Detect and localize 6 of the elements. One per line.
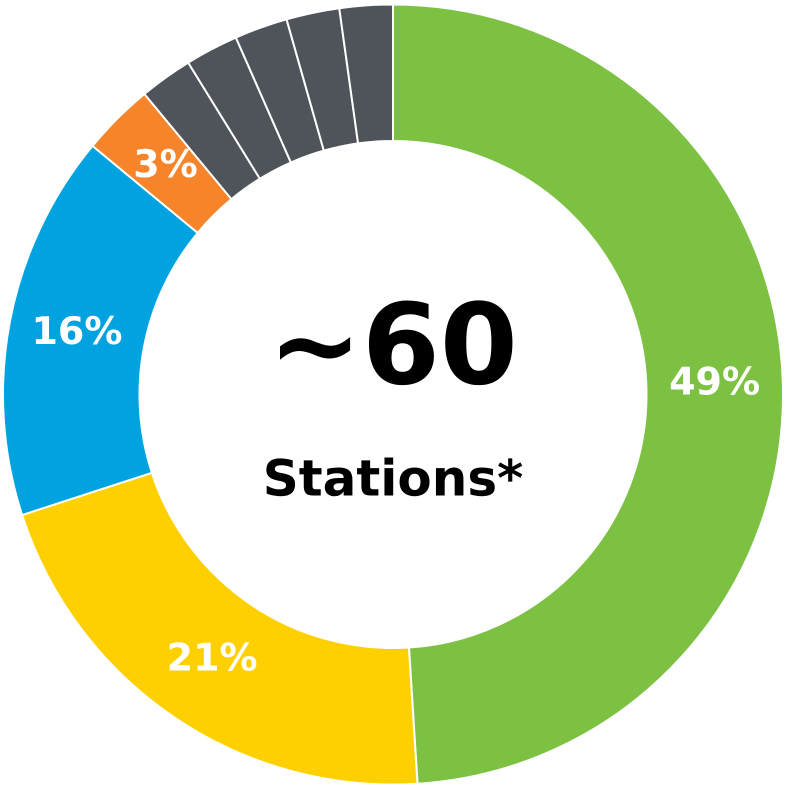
data-label: 49% [669,359,760,404]
text: Stations* [262,449,524,508]
data-label: 16% [31,309,122,354]
data-label: 3% [133,142,198,186]
data-label: 21% [166,635,258,680]
text: ~60 [268,280,518,411]
